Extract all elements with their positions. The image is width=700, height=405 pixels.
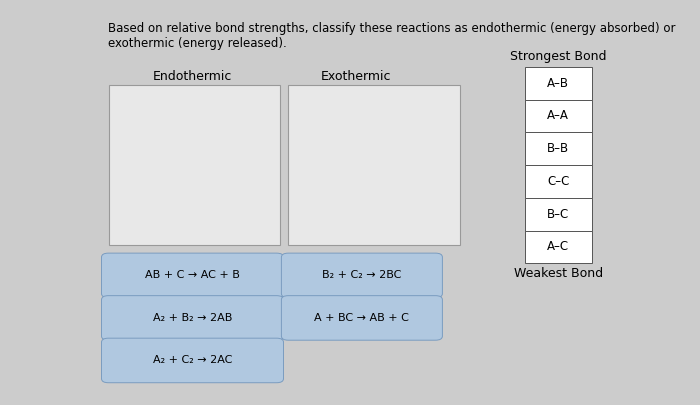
- FancyBboxPatch shape: [288, 85, 460, 245]
- FancyBboxPatch shape: [525, 132, 592, 165]
- Text: B–B: B–B: [547, 142, 569, 155]
- Text: Endothermic: Endothermic: [153, 70, 232, 83]
- Text: B–C: B–C: [547, 208, 569, 221]
- FancyBboxPatch shape: [525, 100, 592, 132]
- Text: B₂ + C₂ → 2BC: B₂ + C₂ → 2BC: [322, 271, 402, 280]
- FancyBboxPatch shape: [525, 165, 592, 198]
- Text: Exothermic: Exothermic: [321, 70, 391, 83]
- Text: A–A: A–A: [547, 109, 569, 122]
- FancyBboxPatch shape: [281, 296, 442, 340]
- Text: Based on relative bond strengths, classify these reactions as endothermic (energ: Based on relative bond strengths, classi…: [108, 22, 676, 50]
- Text: A + BC → AB + C: A + BC → AB + C: [314, 313, 410, 323]
- Text: Weakest Bond: Weakest Bond: [514, 267, 603, 280]
- FancyBboxPatch shape: [525, 198, 592, 230]
- Text: A–B: A–B: [547, 77, 569, 90]
- Text: A₂ + C₂ → 2AC: A₂ + C₂ → 2AC: [153, 356, 232, 365]
- Text: Strongest Bond: Strongest Bond: [510, 50, 607, 63]
- FancyBboxPatch shape: [525, 230, 592, 263]
- Text: C–C: C–C: [547, 175, 569, 188]
- FancyBboxPatch shape: [102, 338, 284, 383]
- FancyBboxPatch shape: [108, 85, 280, 245]
- Text: A–C: A–C: [547, 241, 569, 254]
- FancyBboxPatch shape: [281, 253, 442, 298]
- FancyBboxPatch shape: [525, 67, 592, 100]
- Text: AB + C → AC + B: AB + C → AC + B: [145, 271, 240, 280]
- FancyBboxPatch shape: [102, 253, 284, 298]
- Text: A₂ + B₂ → 2AB: A₂ + B₂ → 2AB: [153, 313, 232, 323]
- FancyBboxPatch shape: [102, 296, 284, 340]
